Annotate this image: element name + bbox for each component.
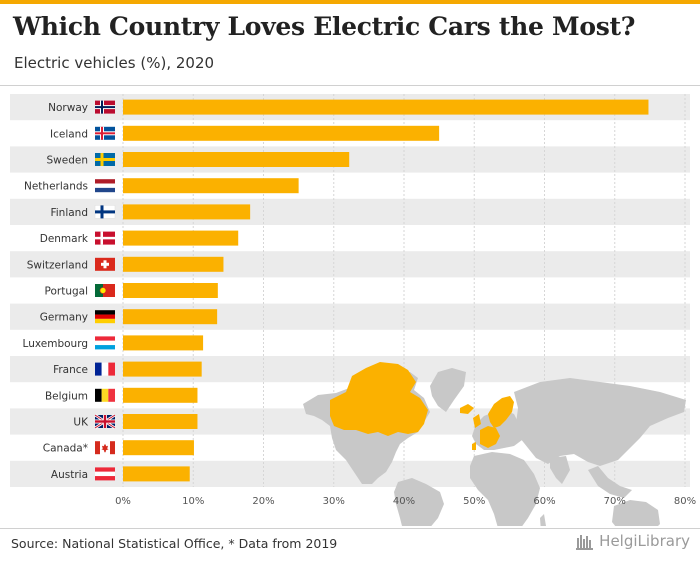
category-labels: Norway Iceland Sweden Netherlands Finland Den… bbox=[23, 102, 90, 481]
map-south-america bbox=[394, 478, 444, 526]
x-tick-label: 0% bbox=[115, 496, 131, 507]
x-tick-label: 10% bbox=[182, 496, 204, 507]
x-tick-label: 80% bbox=[674, 496, 696, 507]
category-label: Switzerland bbox=[27, 259, 88, 271]
bar-switzerland[interactable] bbox=[123, 256, 224, 272]
portugal-flag-icon bbox=[95, 284, 115, 297]
map-asia bbox=[514, 378, 686, 466]
category-label: Germany bbox=[40, 312, 88, 324]
category-label: Netherlands bbox=[24, 181, 88, 193]
bars bbox=[123, 99, 649, 482]
category-label: Canada* bbox=[43, 443, 88, 455]
category-label: Iceland bbox=[50, 128, 88, 140]
bar-finland[interactable] bbox=[123, 204, 251, 220]
bar-luxembourg[interactable] bbox=[123, 335, 204, 351]
denmark-flag-icon bbox=[95, 231, 115, 245]
map-australia bbox=[612, 500, 660, 526]
category-label: Finland bbox=[50, 207, 88, 219]
map-madagascar bbox=[540, 514, 546, 526]
x-tick-label: 30% bbox=[323, 496, 345, 507]
category-label: Denmark bbox=[40, 233, 89, 245]
header-divider bbox=[0, 85, 700, 86]
iceland-flag-icon bbox=[95, 126, 115, 140]
category-label: Belgium bbox=[45, 390, 88, 402]
austria-flag-icon bbox=[95, 467, 115, 481]
x-tick-label: 70% bbox=[604, 496, 626, 507]
footer-divider bbox=[0, 528, 700, 529]
x-tick-label: 40% bbox=[393, 496, 415, 507]
switzerland-flag-icon bbox=[95, 257, 115, 271]
norway-flag-icon bbox=[95, 100, 115, 114]
x-tick-label: 60% bbox=[533, 496, 555, 507]
world-map-background bbox=[303, 362, 686, 526]
map-se-asia bbox=[588, 466, 632, 498]
bar-norway[interactable] bbox=[123, 99, 649, 115]
library-icon bbox=[576, 535, 594, 550]
finland-flag-icon bbox=[94, 205, 116, 219]
map-portugal bbox=[472, 442, 476, 450]
map-uk bbox=[473, 414, 481, 428]
france-flag-icon bbox=[95, 362, 115, 376]
category-label: Austria bbox=[51, 469, 88, 481]
x-tick-label: 50% bbox=[463, 496, 485, 507]
brand-logo[interactable]: HelgiLibrary bbox=[576, 532, 690, 550]
category-label: France bbox=[53, 364, 88, 376]
flag-icons bbox=[94, 100, 116, 481]
bar-chart: Norway Iceland Sweden Netherlands Finland Den… bbox=[10, 94, 696, 526]
sweden-flag-icon bbox=[95, 153, 115, 166]
page-title: Which Country Loves Electric Cars the Mo… bbox=[13, 12, 636, 41]
bar-iceland[interactable] bbox=[123, 125, 440, 141]
map-scandinavia bbox=[488, 396, 514, 428]
map-iceland bbox=[460, 404, 474, 414]
bar-france[interactable] bbox=[123, 361, 202, 377]
bar-belgium[interactable] bbox=[123, 387, 198, 403]
bar-germany[interactable] bbox=[123, 309, 218, 325]
bar-austria[interactable] bbox=[123, 466, 190, 482]
top-accent-rule bbox=[0, 0, 700, 4]
category-label: Luxembourg bbox=[23, 338, 88, 350]
bar-portugal[interactable] bbox=[123, 283, 218, 298]
bar-canada[interactable] bbox=[123, 440, 194, 456]
page-subtitle: Electric vehicles (%), 2020 bbox=[14, 54, 215, 72]
bar-netherlands[interactable] bbox=[123, 178, 299, 194]
uk-flag-icon bbox=[94, 413, 116, 430]
belgium-flag-icon bbox=[95, 388, 115, 402]
luxembourg-flag-icon bbox=[95, 336, 115, 350]
canada-flag-icon bbox=[95, 441, 115, 455]
x-tick-labels: 0% 10% 20% 30% 40% 50% 60% 70% 80% bbox=[115, 496, 696, 507]
bar-uk[interactable] bbox=[123, 414, 198, 429]
category-label: Sweden bbox=[47, 155, 89, 167]
map-greenland bbox=[430, 368, 466, 412]
map-africa bbox=[470, 452, 540, 526]
category-label: Norway bbox=[48, 102, 88, 114]
category-label: Portugal bbox=[45, 286, 89, 298]
source-note: Source: National Statistical Office, * D… bbox=[11, 536, 338, 551]
category-label: UK bbox=[73, 417, 89, 429]
bar-sweden[interactable] bbox=[123, 152, 350, 167]
bar-denmark[interactable] bbox=[123, 230, 239, 246]
map-west-europe bbox=[480, 426, 500, 448]
germany-flag-icon bbox=[95, 310, 115, 324]
map-canada bbox=[330, 362, 428, 436]
x-tick-label: 20% bbox=[252, 496, 274, 507]
brand-name: HelgiLibrary bbox=[599, 532, 690, 550]
netherlands-flag-icon bbox=[95, 179, 115, 193]
map-india bbox=[550, 456, 570, 484]
